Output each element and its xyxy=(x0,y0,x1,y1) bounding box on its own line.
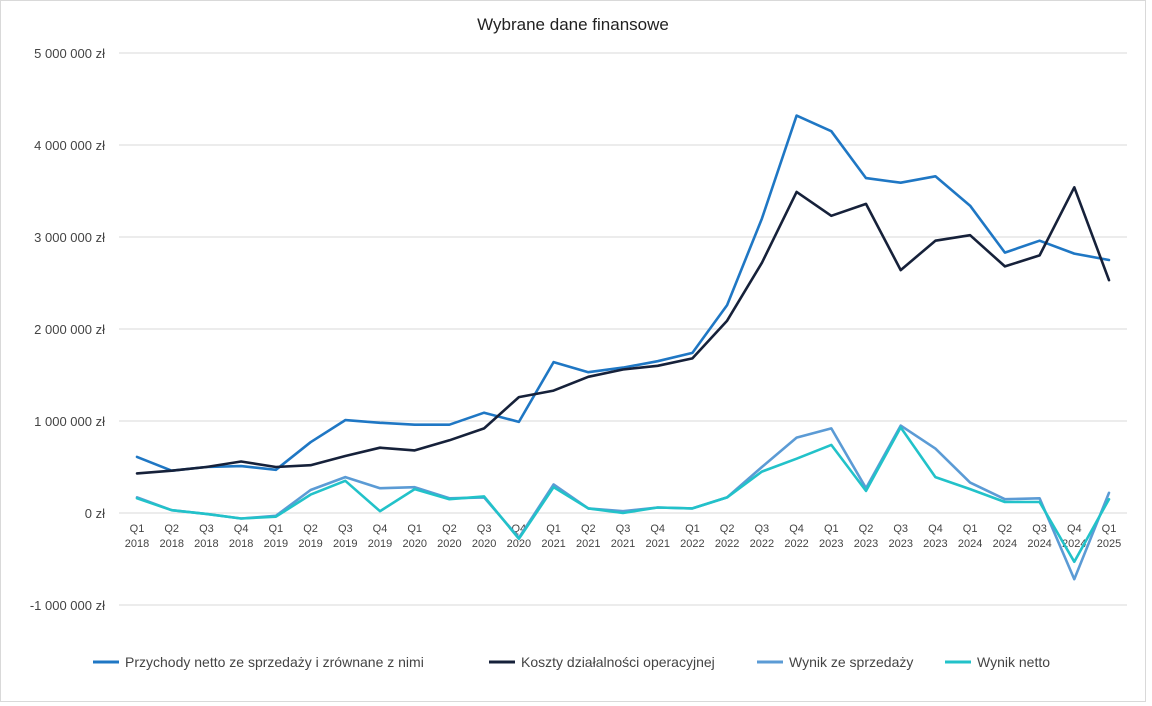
x-tick-label: Q1 2025 xyxy=(1097,523,1121,550)
x-tick-label: Q4 2022 xyxy=(784,523,808,550)
y-tick-label: 4 000 000 zł xyxy=(34,138,105,153)
x-tick-label: Q1 2023 xyxy=(819,523,843,550)
x-tick-label: Q4 2018 xyxy=(229,523,253,550)
x-tick-label: Q3 2020 xyxy=(472,523,496,550)
x-tick-label: Q3 2022 xyxy=(750,523,774,550)
x-tick-label: Q1 2021 xyxy=(541,523,565,550)
x-tick-label: Q3 2023 xyxy=(888,523,912,550)
x-tick-label: Q2 2021 xyxy=(576,523,600,550)
chart-title: Wybrane dane finansowe xyxy=(477,15,669,34)
y-tick-label: 0 zł xyxy=(85,506,105,521)
x-tick-label: Q2 2023 xyxy=(854,523,878,550)
series-line xyxy=(135,426,1111,564)
x-tick-label: Q3 2019 xyxy=(333,523,357,550)
x-tick-label: Q1 2019 xyxy=(264,523,288,550)
x-tick-label: Q3 2018 xyxy=(194,523,218,550)
x-tick-label: Q1 2022 xyxy=(680,523,704,550)
x-tick-label: Q4 2024 xyxy=(1062,523,1086,550)
x-tick-label: Q1 2018 xyxy=(125,523,149,550)
x-tick-label: Q4 2021 xyxy=(645,523,669,550)
x-tick-label: Q2 2019 xyxy=(298,523,322,550)
series-line xyxy=(135,424,1111,581)
y-axis: 5 000 000 zł 4 000 000 zł 3 000 000 zł 2 00… xyxy=(30,46,105,613)
x-tick-label: Q4 2019 xyxy=(368,523,392,550)
y-tick-label: -1 000 000 zł xyxy=(30,598,105,613)
y-tick-label: 1 000 000 zł xyxy=(34,414,105,429)
legend: Przychody netto ze sprzedaży i zrównane … xyxy=(93,654,1050,670)
x-tick-label: Q3 2021 xyxy=(611,523,635,550)
x-tick-label: Q2 2018 xyxy=(159,523,183,550)
y-tick-label: 3 000 000 zł xyxy=(34,230,105,245)
legend-label: Wynik netto xyxy=(977,654,1050,670)
x-tick-label: Q3 2024 xyxy=(1027,523,1051,550)
legend-label: Koszty działalności operacyjnej xyxy=(521,654,715,670)
legend-label: Przychody netto ze sprzedaży i zrównane … xyxy=(125,654,424,670)
y-tick-label: 2 000 000 zł xyxy=(34,322,105,337)
x-tick-label: Q1 2024 xyxy=(958,523,982,550)
x-tick-label: Q2 2022 xyxy=(715,523,739,550)
legend-label: Wynik ze sprzedaży xyxy=(789,654,913,670)
x-tick-label: Q2 2024 xyxy=(993,523,1017,550)
x-tick-label: Q1 2020 xyxy=(402,523,426,550)
series-line xyxy=(135,114,1111,473)
series-lines xyxy=(135,114,1111,581)
x-tick-label: Q2 2020 xyxy=(437,523,461,550)
series-line xyxy=(135,186,1111,475)
x-axis: Q1 2018 Q2 2018 Q3 2018 Q4 2018 Q1 2019 Q2 2019 Q3 20… xyxy=(125,523,1121,550)
y-tick-label: 5 000 000 zł xyxy=(34,46,105,61)
x-tick-label: Q4 2023 xyxy=(923,523,947,550)
